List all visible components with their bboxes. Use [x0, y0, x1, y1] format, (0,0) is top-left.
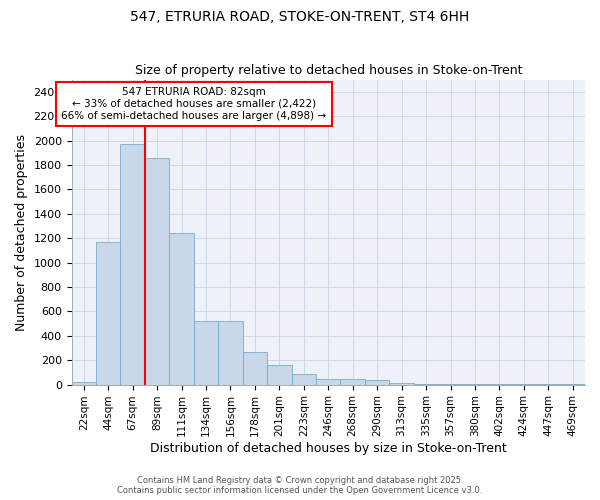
Bar	[121, 144, 145, 384]
Bar	[267, 365, 292, 384]
Bar	[169, 232, 194, 384]
Bar	[71, 382, 96, 384]
Y-axis label: Number of detached properties: Number of detached properties	[15, 134, 28, 330]
X-axis label: Distribution of detached houses by size in Stoke-on-Trent: Distribution of detached houses by size …	[150, 442, 506, 455]
Bar	[389, 383, 414, 384]
Bar	[194, 321, 218, 384]
Bar	[340, 379, 365, 384]
Bar	[218, 321, 242, 384]
Text: 547, ETRURIA ROAD, STOKE-ON-TRENT, ST4 6HH: 547, ETRURIA ROAD, STOKE-ON-TRENT, ST4 6…	[130, 10, 470, 24]
Bar	[242, 352, 267, 384]
Text: 547 ETRURIA ROAD: 82sqm
← 33% of detached houses are smaller (2,422)
66% of semi: 547 ETRURIA ROAD: 82sqm ← 33% of detache…	[61, 88, 326, 120]
Bar	[96, 242, 121, 384]
Bar	[365, 380, 389, 384]
Title: Size of property relative to detached houses in Stoke-on-Trent: Size of property relative to detached ho…	[134, 64, 522, 77]
Text: Contains HM Land Registry data © Crown copyright and database right 2025.
Contai: Contains HM Land Registry data © Crown c…	[118, 476, 482, 495]
Bar	[292, 374, 316, 384]
Bar	[316, 379, 340, 384]
Bar	[145, 158, 169, 384]
